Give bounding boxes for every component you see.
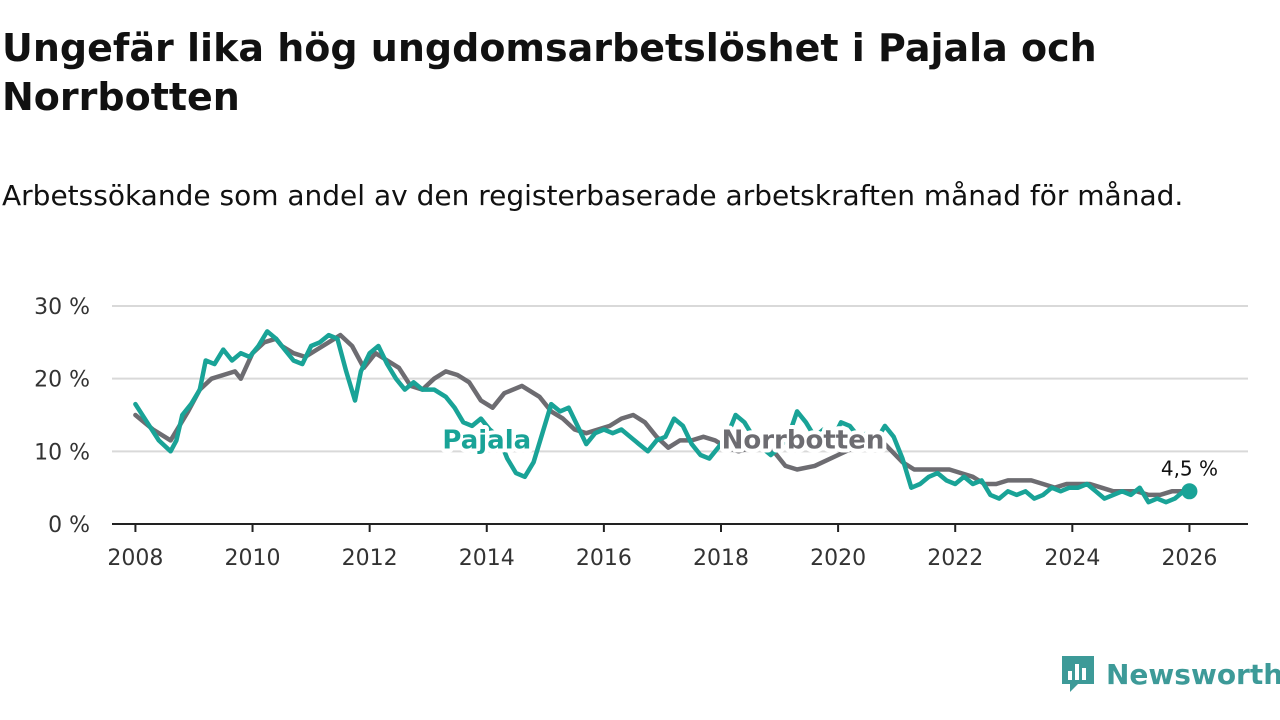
y-tick-label: 10 %: [34, 440, 90, 465]
line-chart: 0 % 10 % 20 % 30 % 2008 2010 2012 2014 2016 2018 2…: [34, 295, 1248, 571]
x-tick-label: 2020: [810, 546, 866, 571]
end-point-marker: [1181, 483, 1198, 500]
y-tick-label: 30 %: [34, 295, 90, 320]
x-tick-label: 2024: [1044, 546, 1100, 571]
x-tick-label: 2018: [693, 546, 749, 571]
x-tick-label: 2008: [107, 546, 163, 571]
end-value-label: 4,5 %: [1161, 456, 1218, 480]
x-tick-label: 2022: [927, 546, 983, 571]
newsworthy-logo-icon: [1062, 656, 1094, 692]
axes: 0 % 10 % 20 % 30 % 2008 2010 2012 2014 2016 2018 2…: [34, 295, 1248, 571]
chart-subtitle: Arbetssökande som andel av den registerb…: [2, 179, 1184, 212]
series-labels: Norrbotten Pajala 4,5 %: [438, 421, 1218, 500]
x-tick-label: 2026: [1161, 546, 1217, 571]
brand-name: Newsworthy: [1106, 657, 1280, 691]
x-tick-label: 2012: [342, 546, 398, 571]
series-label-norrbotten: Norrbotten: [722, 425, 885, 455]
chart-title: Ungefär lika hög ungdomsarbetslöshet i P…: [2, 26, 1097, 119]
series-line-pajala: [133, 329, 1192, 505]
y-tick-label: 0 %: [48, 513, 90, 538]
gridlines: [112, 305, 1248, 453]
newsworthy-brand: Newsworthy: [1060, 654, 1280, 694]
x-tick-label: 2010: [225, 546, 281, 571]
y-tick-label: 20 %: [34, 368, 90, 393]
series-label-pajala: Pajala: [442, 425, 531, 455]
series-lines: [133, 329, 1192, 505]
x-tick-label: 2016: [576, 546, 632, 571]
x-tick-label: 2014: [459, 546, 515, 571]
